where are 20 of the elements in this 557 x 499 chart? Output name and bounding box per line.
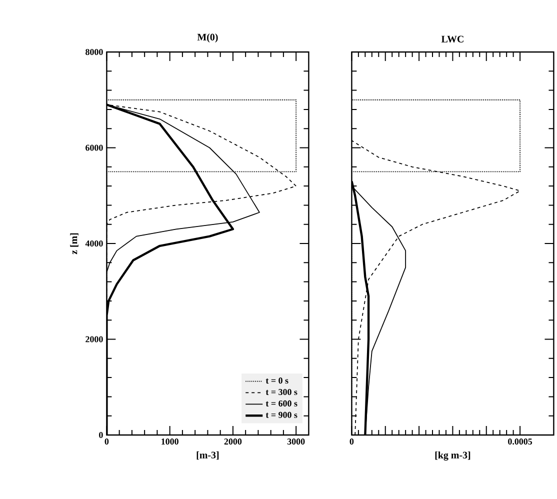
y-tick-label: 8000 (86, 48, 103, 56)
y-tick-label: 0 (99, 432, 103, 438)
x-tick-label: 0 (104, 438, 109, 445)
y-tick-label: 6000 (86, 144, 103, 151)
legend-label: t = 300 s (266, 388, 298, 396)
x-axis-title: [m-3] (196, 451, 219, 460)
chart-title: LWC (441, 36, 464, 42)
x-tick-label: 2000 (224, 438, 242, 445)
legend-label: t = 600 s (266, 400, 298, 406)
x-axis-title: [kg m-3] (435, 451, 470, 461)
y-tick-label: 4000 (85, 240, 103, 247)
chart-title: M(0) (197, 33, 218, 42)
legend-label: t = 900 s (266, 412, 298, 418)
x-tick-label: 1000 (162, 438, 178, 445)
x-tick-label: 3000 (287, 438, 305, 445)
y-tick-label: 2000 (86, 336, 103, 342)
y-axis-title: z [m] (70, 233, 78, 254)
legend-label: t = 0 s (266, 378, 288, 384)
x-tick-label: 0.0005 (508, 438, 532, 445)
x-tick-label: 0 (350, 438, 354, 445)
